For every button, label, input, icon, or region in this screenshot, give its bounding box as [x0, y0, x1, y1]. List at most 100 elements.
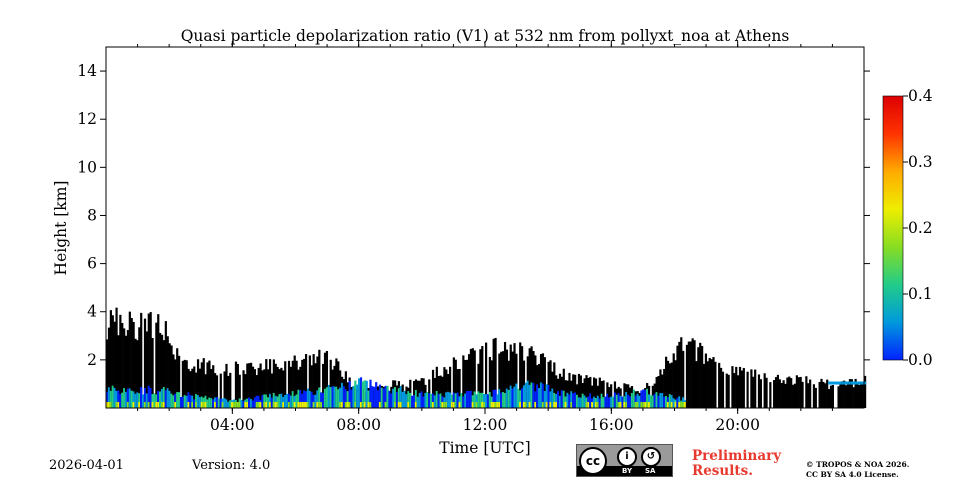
depol-column [864, 381, 867, 385]
depol-column [270, 397, 274, 408]
depol-surface-patch [346, 401, 349, 408]
depol-surface-patch [106, 401, 109, 408]
signal-column [528, 348, 531, 408]
depol-column [845, 381, 848, 385]
depol-surface-patch [519, 401, 522, 408]
signal-column [754, 369, 757, 408]
depol-column [644, 389, 647, 408]
depol-surface-patch [528, 401, 531, 408]
signal-column [178, 355, 181, 408]
depol-column [267, 397, 270, 408]
depol-column [280, 393, 283, 408]
depol-column [123, 388, 126, 408]
depol-surface-patch [555, 401, 558, 408]
depol-column [394, 387, 397, 408]
depol-column [642, 389, 645, 408]
signal-column [469, 348, 473, 408]
signal-column [443, 367, 446, 408]
depol-column [596, 395, 599, 408]
signal-column [788, 376, 791, 408]
depol-column [428, 393, 431, 408]
depol-column [589, 393, 592, 408]
depol-column [420, 391, 423, 408]
depol-surface-patch [407, 401, 410, 408]
depol-column [543, 390, 546, 408]
signal-column [238, 374, 241, 408]
signal-column [507, 360, 510, 408]
depol-column [196, 395, 200, 408]
signal-column [733, 373, 736, 408]
depol-column [511, 388, 514, 408]
depol-column [555, 394, 558, 408]
depol-surface-patch [545, 401, 548, 408]
signal-column [790, 378, 793, 408]
signal-column [466, 359, 469, 408]
depol-column [460, 393, 463, 408]
depol-column [860, 381, 863, 385]
depol-column [399, 385, 402, 408]
signal-column [151, 337, 154, 408]
signal-column [287, 360, 291, 408]
depol-surface-patch [670, 401, 673, 408]
depol-surface-patch [303, 401, 306, 408]
depol-surface-patch [397, 401, 401, 408]
depol-surface-patch [282, 401, 285, 408]
signal-column [250, 362, 253, 408]
depol-column [255, 395, 258, 408]
copyright-line-2: CC BY SA 4.0 License. [806, 470, 899, 479]
signal-column [490, 360, 493, 408]
colorbar-tick-label: 0.3 [908, 153, 933, 171]
depol-column [602, 397, 605, 408]
depol-column [509, 385, 512, 408]
signal-column [829, 385, 833, 408]
depol-surface-patch [138, 401, 141, 408]
depol-surface-patch [524, 401, 527, 408]
depol-surface-patch [441, 401, 444, 408]
depol-column [272, 392, 275, 408]
depol-surface-patch [232, 401, 236, 408]
cc-icon: cc [579, 447, 607, 475]
depol-column [124, 391, 128, 408]
depol-column [170, 393, 173, 408]
signal-column [312, 354, 315, 408]
signal-column [270, 373, 274, 408]
depol-column [530, 382, 533, 408]
signal-column [335, 358, 338, 408]
signal-column [719, 367, 723, 408]
signal-column [727, 374, 730, 408]
signal-column [780, 382, 783, 408]
depol-column [380, 387, 383, 408]
signal-column [200, 362, 203, 408]
depol-column [181, 396, 184, 408]
depol-surface-patch [471, 401, 474, 408]
signal-column [183, 359, 186, 408]
depol-surface-patch [594, 401, 598, 408]
depol-column [168, 390, 171, 408]
depol-column [369, 379, 372, 408]
signal-column [458, 368, 461, 408]
chart-title: Quasi particle depolarization ratio (V1)… [181, 27, 790, 45]
signal-column [126, 330, 130, 408]
signal-column [189, 371, 192, 408]
signal-column [657, 376, 660, 408]
colorbar-tick-label: 0.1 [908, 285, 933, 303]
depol-column [210, 398, 213, 408]
x-tick-label: 20:00 [715, 416, 760, 434]
depol-column [433, 395, 437, 408]
signal-column [587, 377, 590, 408]
depol-column [306, 388, 310, 408]
depol-column [198, 397, 202, 408]
depol-surface-patch [570, 401, 573, 408]
depol-column [378, 384, 382, 408]
depol-column [630, 393, 634, 408]
depol-column [297, 389, 300, 408]
signal-column [212, 365, 215, 408]
signal-column [452, 357, 455, 408]
signal-column [593, 377, 596, 408]
signal-column [763, 373, 766, 408]
depol-column [166, 388, 169, 408]
signal-column [702, 363, 706, 408]
signal-column [206, 362, 209, 408]
signal-column [316, 356, 319, 408]
depol-column [437, 394, 440, 408]
